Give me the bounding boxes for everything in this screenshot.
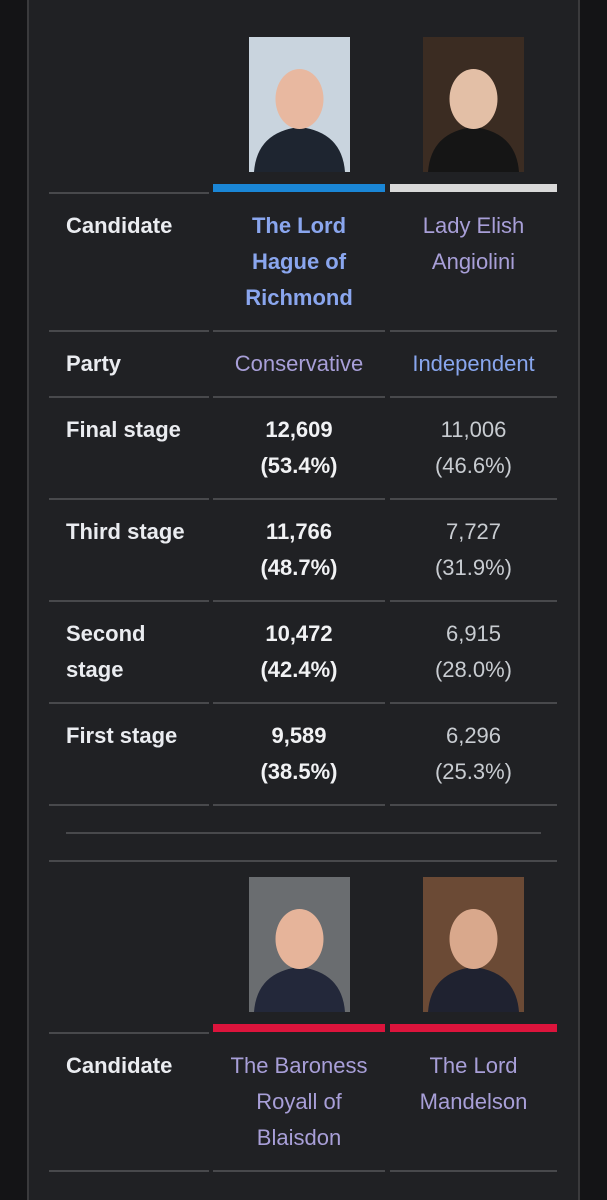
cell-text[interactable]: Conservative (234, 351, 364, 376)
cell-text: (46.6%) (434, 453, 513, 478)
result-cell: 7,727 (31.9%) (390, 500, 557, 602)
candidate-name[interactable]: The Lord Mandelson (419, 1053, 528, 1114)
row-label: Final stage (49, 398, 209, 500)
cell-text: 10,472 (265, 621, 333, 646)
row-label-text: Party (66, 351, 122, 376)
result-row: Party Conservative Independent (49, 332, 557, 398)
candidate-photo (248, 37, 350, 172)
result-cell: 6,296 (25.3%) (390, 704, 557, 806)
cell-text: 11,006 (440, 417, 507, 442)
row-label-text: Second stage (66, 621, 146, 682)
cell-text: 12,609 (265, 417, 333, 442)
result-cell: 6,915 (28.0%) (390, 602, 557, 704)
party-color-bar (390, 184, 557, 192)
infobox: Candidate The Lord Hague of Richmond Lady … (27, 0, 580, 1200)
cell-text: 11,766 (265, 519, 333, 544)
row-label: First stage (49, 704, 209, 806)
row-label: Second stage (49, 602, 209, 704)
result-row: Third stage 11,766 (48.7%) 7,727 (31.9%) (49, 500, 557, 602)
row-label: Party (49, 332, 209, 398)
candidate-row: Candidate The Lord Hague of Richmond Lady … (49, 194, 557, 332)
candidate-name[interactable]: The Baroness Royall of Blaisdon (230, 1053, 368, 1150)
result-cell: Conservative (213, 332, 385, 398)
result-cell: Independent (390, 332, 557, 398)
result-row: Final stage 12,609 (53.4%) 11,006 (46.6%) (49, 398, 557, 500)
cell-text: (38.5%) (260, 759, 338, 784)
cell-text: 7,727 (445, 519, 502, 544)
candidate-name[interactable]: Lady Elish Angiolini (422, 213, 525, 274)
cell-text: (48.7%) (260, 555, 338, 580)
candidate-cell: Lady Elish Angiolini (390, 194, 557, 332)
cell-text: 6,915 (445, 621, 502, 646)
cell-text: 9,589 (271, 723, 327, 748)
result-cell: 10,472 (42.4%) (213, 602, 385, 704)
table-top-border (49, 860, 557, 862)
result-cell: 11,006 (46.6%) (390, 398, 557, 500)
row-label-text: Third stage (66, 519, 185, 544)
party-color-bar (213, 1024, 385, 1032)
cell-text[interactable]: Independent (412, 351, 535, 376)
divider (66, 832, 541, 834)
candidate-row: Candidate The Baroness Royall of Blaisdon… (49, 1034, 557, 1172)
result-row: First stage 9,589 (38.5%) 6,296 (25.3%) (49, 704, 557, 806)
label-border (49, 192, 209, 194)
party-color-bar (213, 184, 385, 192)
cell-text: (25.3%) (434, 759, 513, 784)
row-label-text: Candidate (66, 1053, 173, 1078)
candidate-cell: The Baroness Royall of Blaisdon (213, 1034, 385, 1172)
row-label-text: Candidate (66, 213, 173, 238)
candidate-name[interactable]: The Lord Hague of Richmond (245, 213, 353, 310)
row-label-text: Final stage (66, 417, 181, 442)
cell-text: (28.0%) (434, 657, 513, 682)
result-cell: 9,589 (38.5%) (213, 704, 385, 806)
result-cell: 11,766 (48.7%) (213, 500, 385, 602)
candidate-cell: The Lord Hague of Richmond (213, 194, 385, 332)
label-border (49, 1032, 209, 1034)
cell-text: (31.9%) (434, 555, 513, 580)
candidate-photo (423, 877, 524, 1012)
party-color-bar (390, 1024, 557, 1032)
row-label: Candidate (49, 1034, 209, 1172)
cell-text: (53.4%) (260, 453, 338, 478)
result-cell: 12,609 (53.4%) (213, 398, 385, 500)
candidate-cell: The Lord Mandelson (390, 1034, 557, 1172)
row-label-text: First stage (66, 723, 178, 748)
section-gap (49, 806, 557, 860)
cell-text: 6,296 (445, 723, 502, 748)
cell-text: (42.4%) (260, 657, 338, 682)
table-header (49, 862, 557, 1034)
result-row: Second stage 10,472 (42.4%) 6,915 (28.0%) (49, 602, 557, 704)
candidate-photo (248, 877, 350, 1012)
infobox-content: Candidate The Lord Hague of Richmond Lady … (49, 0, 557, 1172)
candidate-photo (423, 37, 524, 172)
row-label: Candidate (49, 194, 209, 332)
row-label: Third stage (49, 500, 209, 602)
table-header (49, 0, 557, 194)
